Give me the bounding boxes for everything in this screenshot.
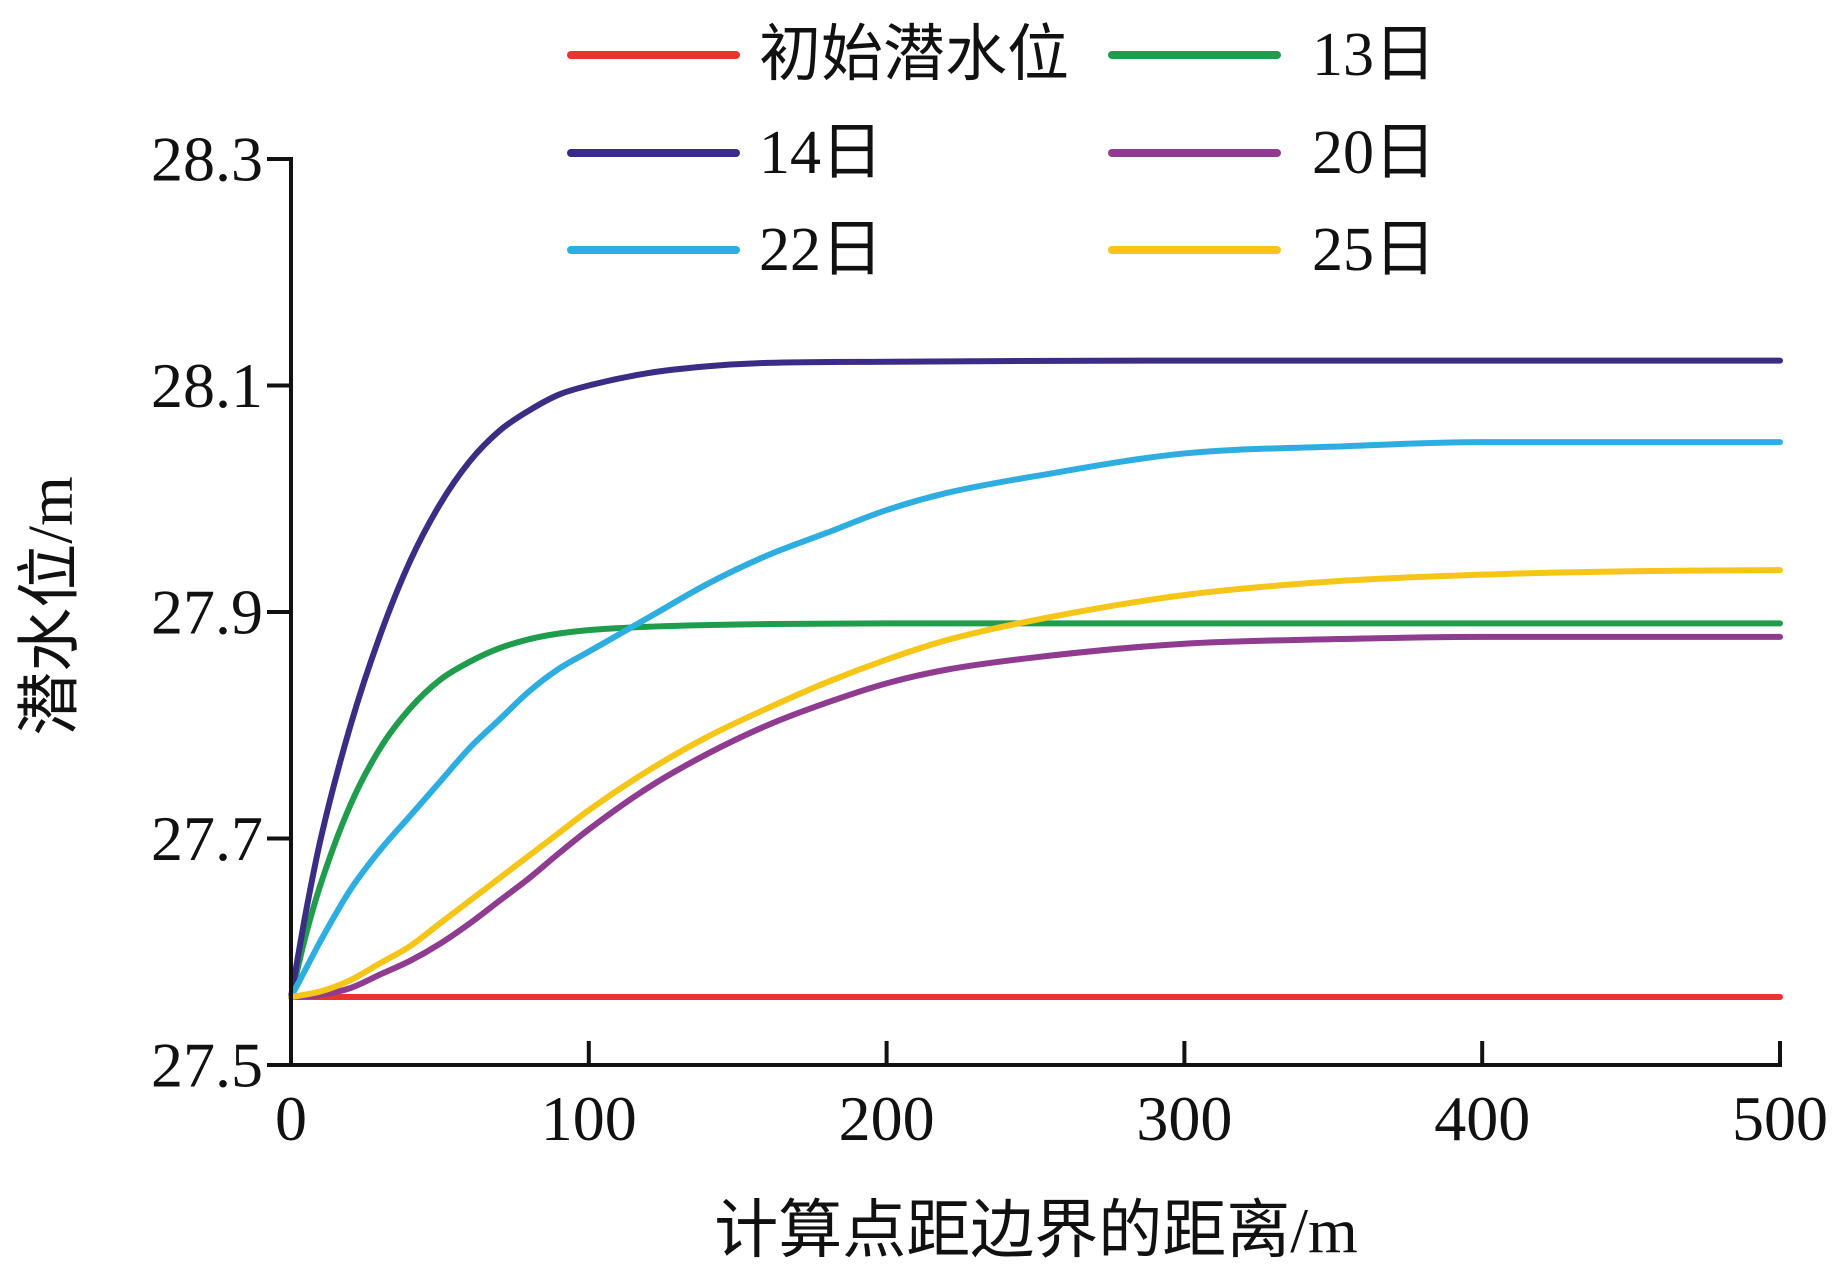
x-tick-label: 500 [1732,1083,1828,1154]
series-line-2 [288,620,1783,1001]
legend-label: 25日 [1312,216,1436,284]
series-line-3 [288,357,1783,1001]
series-layer [288,357,1783,1001]
x-tick-label: 400 [1434,1083,1530,1154]
legend-item-2: 13日 [1108,21,1436,89]
y-tick-label: 27.5 [151,1030,263,1101]
axes [289,157,1782,1067]
legend-label: 20日 [1312,119,1436,187]
x-tick-label: 200 [839,1083,935,1154]
y-tick-label: 27.7 [151,803,263,874]
legend-label: 22日 [759,216,883,284]
y-axis-title: 潜水位/m [15,476,86,736]
legend-item-5: 22日 [567,216,883,284]
series-line-6 [288,567,1783,1001]
x-axis-title: 计算点距边界的距离/m [714,1195,1358,1266]
ticks: 27.5 27.7 27.9 28.1 28.3 0 100 200 300 400 500 [151,124,1828,1155]
legend-item-4: 20日 [1108,119,1436,187]
legend-label: 初始潜水位 [759,21,1069,89]
x-tick-label: 0 [275,1083,307,1154]
y-tick-label: 28.1 [151,350,263,421]
x-tick-label: 300 [1136,1083,1232,1154]
x-tick-label: 100 [541,1083,637,1154]
legend-label: 13日 [1312,21,1436,89]
y-tick-label: 27.9 [151,577,263,648]
legend-item-6: 25日 [1108,216,1436,284]
y-tick-label: 28.3 [151,124,263,195]
legend-item-1: 初始潜水位 [567,21,1069,89]
legend-label: 14日 [759,119,883,187]
legend-item-3: 14日 [567,119,883,187]
legend: 初始潜水位 13日 14日 20日 22日 25日 [567,21,1436,284]
series-line-4 [288,633,1783,1001]
series-line-5 [288,439,1783,1001]
